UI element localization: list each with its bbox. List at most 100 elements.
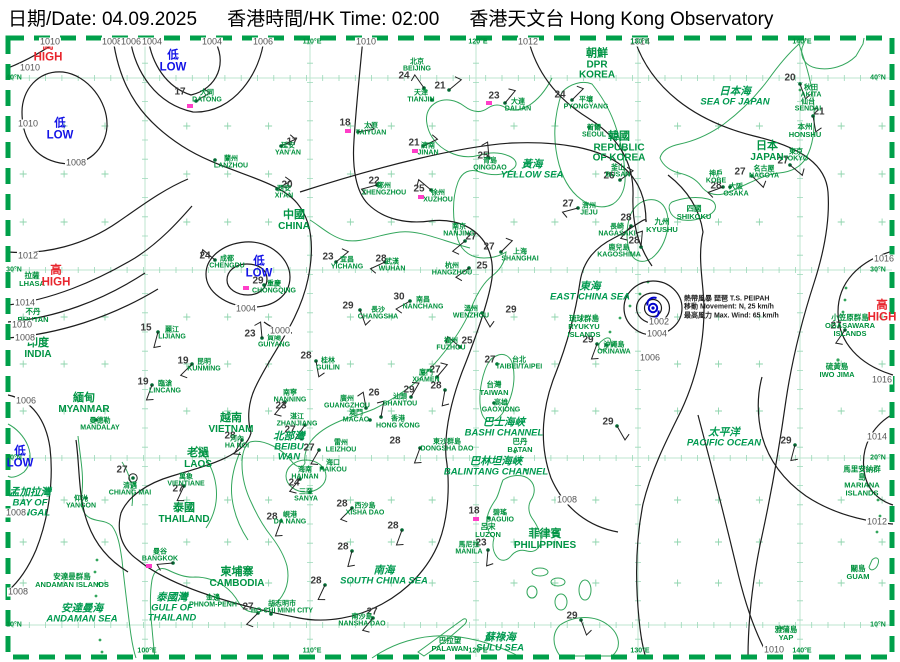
- coast-china-mainland: [150, 77, 553, 659]
- coast-shikoku: [668, 197, 716, 221]
- coast-hokkaido: [801, 37, 865, 70]
- wind-barb: [376, 400, 385, 418]
- wind-barb: [436, 362, 449, 378]
- border-laos: [195, 445, 217, 529]
- weather-symbol: [473, 517, 479, 521]
- lat-lon-grid: [8, 38, 892, 657]
- station-dot: [269, 612, 273, 616]
- coast-borneo: [371, 635, 523, 659]
- wind-barb: [339, 507, 353, 523]
- coast-kyushu: [626, 199, 669, 262]
- wind-barb: [616, 425, 630, 441]
- isobar-tibet-4: [7, 288, 159, 339]
- isobar-1008-grand-trough: [112, 37, 493, 621]
- wind-barb: [273, 401, 286, 417]
- isobars: [7, 37, 894, 659]
- coast-myanmar-malay: [77, 435, 137, 659]
- coast-visayas-4: [554, 593, 568, 611]
- weather-symbol: [418, 195, 424, 199]
- station-dot: [492, 401, 496, 405]
- wind-barb: [395, 529, 404, 546]
- wind-barb: [789, 164, 805, 177]
- isobar-1014-right: [862, 413, 894, 506]
- wind-barb: [751, 175, 767, 189]
- station-dot: [487, 516, 491, 520]
- isobar-1008-left-low: [21, 71, 108, 165]
- wind-barb: [571, 85, 585, 101]
- wind-barb: [451, 240, 466, 255]
- wind-barb: [347, 550, 355, 568]
- wind-barb: [200, 248, 216, 261]
- wind-barb: [245, 612, 259, 628]
- wind-barb: [413, 447, 422, 464]
- isobar-1004-chongqing: [205, 241, 291, 308]
- border-thailand-myanmar: [121, 461, 133, 507]
- weather-symbol: [345, 129, 351, 133]
- wind-barb: [561, 207, 579, 218]
- isobar-1012-korea: [527, 37, 653, 267]
- wind-barb: [360, 184, 378, 195]
- wind-barb: [445, 335, 461, 348]
- station-dot: [84, 496, 88, 500]
- wind-barb: [422, 134, 439, 147]
- wind-barb: [441, 389, 450, 407]
- isobar-1010-yap: [697, 414, 767, 653]
- wind-barb: [395, 300, 411, 314]
- isobar-typhoon-outer2: [636, 174, 705, 659]
- wind-barb: [812, 115, 822, 133]
- station-dot: [308, 490, 312, 494]
- wind-barb: [799, 83, 811, 100]
- wind-barb: [280, 134, 297, 147]
- observatory-name: 香港天文台 Hong Kong Observatory: [469, 9, 774, 30]
- wind-barb: [294, 424, 306, 440]
- wind-barb: [590, 343, 599, 360]
- isobar-1006-bengal: [7, 394, 52, 592]
- wind-barb: [448, 76, 463, 91]
- station-dot: [430, 98, 434, 102]
- wind-barb: [317, 584, 326, 601]
- coast-guam: [868, 557, 879, 571]
- isobar-tibet-3: [7, 272, 146, 323]
- coastlines: [7, 37, 882, 659]
- wind-barb: [410, 73, 425, 89]
- wind-barb: [635, 230, 643, 248]
- isobar-1010-tl: [7, 37, 63, 69]
- station-dot: [262, 283, 266, 287]
- wind-barb: [233, 439, 243, 455]
- station-dot: [368, 418, 372, 422]
- weather-symbol: [146, 564, 152, 568]
- coast-okinawa: [598, 337, 611, 351]
- wind-barb: [580, 619, 592, 636]
- wind-barb: [254, 321, 263, 339]
- wind-barb: [361, 617, 374, 633]
- wind-barb: [359, 309, 371, 326]
- wind-barb: [276, 176, 292, 190]
- ryukyu-islets: [93, 88, 882, 654]
- coast-india: [7, 423, 31, 478]
- isobar-myanmar: [75, 439, 129, 573]
- wind-barb: [500, 237, 514, 253]
- chart-date: 日期/Date: 04.09.2025: [8, 9, 198, 30]
- chart-header: 日期/Date: 04.09.2025 香港時間/HK Time: 02:00 …: [8, 4, 900, 32]
- coast-visayas-2: [550, 577, 566, 587]
- wind-barb: [834, 329, 846, 345]
- wind-barb: [410, 382, 420, 398]
- wind-barb: [619, 225, 632, 241]
- coast-honshu: [659, 43, 815, 196]
- wind-barb: [145, 384, 154, 401]
- isobar-1016-right: [837, 250, 894, 376]
- wind-barb: [310, 449, 320, 465]
- map-frame: [5, 35, 895, 660]
- station-dot: [320, 466, 324, 470]
- isobar-tibet-1: [7, 178, 189, 254]
- isobar-1004-top-low: [147, 37, 221, 96]
- wind-barb: [176, 485, 185, 502]
- wind-barb: [335, 248, 350, 263]
- isobar-tibet-2: [7, 205, 193, 306]
- coast-mindanao: [553, 617, 619, 657]
- isobar-1002-ring: [643, 298, 663, 318]
- station-dot: [728, 185, 732, 189]
- chart-time: 香港時間/HK Time: 02:00: [227, 9, 440, 30]
- wind-barb: [486, 549, 494, 567]
